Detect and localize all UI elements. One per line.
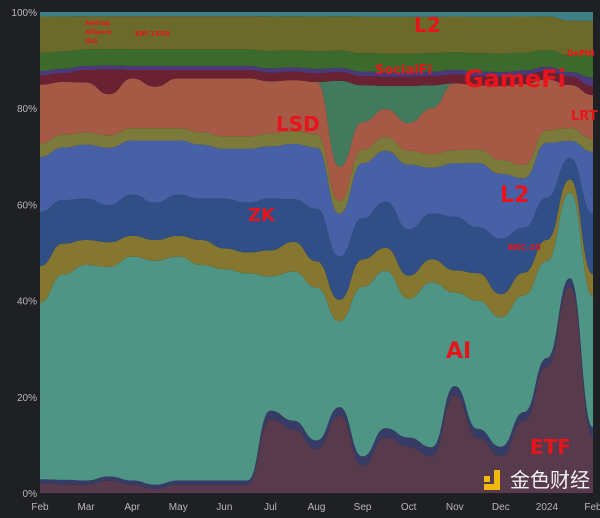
area-series-misc [40,49,593,78]
x-tick-label: Dec [492,502,510,513]
y-tick-label: 40% [17,297,37,308]
annotation-ai: AI [446,339,472,364]
x-tick-label: Apr [124,502,140,513]
x-tick-label: Jun [216,502,232,513]
area-series-zk [40,179,593,322]
area-series-btc [40,278,593,489]
annotation-alliance: Alliance [85,29,112,36]
area-series-l2 [40,158,593,300]
annotation-gamefi: GameFi [464,65,566,93]
area-series-ai [40,192,593,485]
area-series-other [40,12,593,21]
y-tick-label: 20% [17,393,37,404]
x-tick-label: Jul [264,502,277,513]
x-tick-label: 2024 [536,502,559,513]
x-tick-label: May [169,502,188,513]
annotation-airdrop: Airdrop [85,20,111,27]
area-series-gamefi [40,78,593,201]
y-tick-label: 0% [23,489,38,500]
x-tick-label: Feb [584,502,600,513]
x-tick-label: Nov [446,502,464,513]
watermark-text: 金色财经 [510,468,590,492]
annotation-eip1559: EIP-1559 [135,30,170,38]
annotation-ido: IDO [85,38,98,45]
annotation-brc20: BRC-20 [508,243,541,252]
area-series-depin [40,65,593,87]
annotation-socialfi: SocialFi [375,63,433,78]
y-tick-label: 60% [17,200,37,211]
x-tick-label: Mar [77,502,95,513]
x-tick-label: Feb [31,502,49,513]
watermark: 金色财经 [484,468,590,492]
area-series-eip-1559 [40,69,593,96]
annotation-l2-top: L2 [414,13,441,37]
y-tick-label: 100% [11,8,37,19]
area-series-l2-top- [40,16,593,56]
watermark-logo-icon [484,470,504,490]
annotation-lsd: LSD [276,112,320,136]
annotation-zk: ZK [248,205,275,226]
annotation-depin: DePIN [567,49,595,58]
annotation-l2: L2 [500,183,530,208]
area-series-lsd [40,140,593,257]
area-series-etf [40,286,593,493]
x-tick-label: Aug [308,502,326,513]
y-tick-label: 80% [17,104,37,115]
area-series-lrt [40,127,593,214]
x-tick-label: Oct [401,502,417,513]
annotation-lrt: LRT [571,109,598,124]
x-tick-label: Sep [354,502,372,513]
annotation-etf: ETF [530,435,571,459]
